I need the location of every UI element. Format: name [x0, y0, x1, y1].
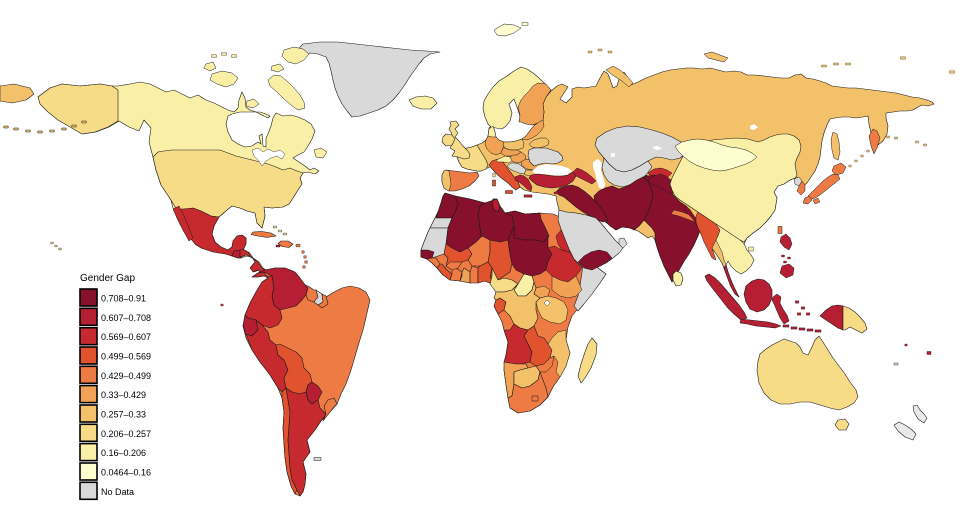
- svg-text:0.206–0.257: 0.206–0.257: [101, 429, 151, 439]
- svg-text:No Data: No Data: [101, 487, 134, 497]
- svg-text:0.499–0.569: 0.499–0.569: [101, 352, 151, 362]
- svg-text:0.607–0.708: 0.607–0.708: [101, 313, 151, 323]
- svg-text:Gender Gap: Gender Gap: [80, 273, 135, 284]
- svg-text:0.257–0.33: 0.257–0.33: [101, 410, 146, 420]
- svg-text:0.429–0.499: 0.429–0.499: [101, 371, 151, 381]
- svg-text:0.16–0.206: 0.16–0.206: [101, 448, 146, 458]
- svg-text:0.33–0.429: 0.33–0.429: [101, 390, 146, 400]
- svg-text:0.708–0.91: 0.708–0.91: [101, 294, 146, 304]
- svg-text:0.0464–0.16: 0.0464–0.16: [101, 468, 151, 478]
- svg-text:0.569–0.607: 0.569–0.607: [101, 332, 151, 342]
